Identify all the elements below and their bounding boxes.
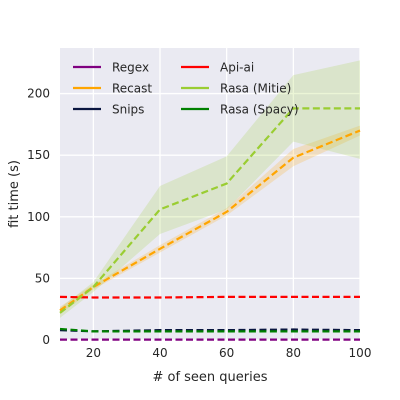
series-line-api-ai (59, 295, 360, 299)
legend-label: Snips (112, 103, 144, 117)
y-tick-label: 100 (27, 210, 50, 224)
legend-label: Api-ai (220, 61, 254, 75)
band-rasa-mitie (60, 60, 360, 318)
legend-item-rasa-spacy: Rasa (Spacy) (181, 103, 299, 117)
y-axis-ticks: 0 50 100 150 200 (27, 87, 50, 347)
legend-item-snips: Snips (73, 103, 144, 117)
y-tick-label: 200 (27, 87, 50, 101)
x-axis-ticks: 20 40 60 80 100 (86, 346, 372, 360)
band-recast (60, 125, 360, 315)
x-tick-label: 100 (349, 346, 372, 360)
legend-item-recast: Recast (73, 82, 152, 96)
y-tick-label: 50 (35, 271, 50, 285)
x-tick-label: 40 (152, 346, 167, 360)
series-line-rasa-mitie (59, 107, 360, 314)
plot-background (60, 48, 360, 340)
legend-label: Rasa (Spacy) (220, 103, 299, 117)
x-tick-label: 80 (286, 346, 301, 360)
legend-item-regex: Regex (73, 61, 149, 75)
legend-item-api-ai: Api-ai (181, 61, 254, 75)
y-tick-label: 0 (42, 333, 50, 347)
legend-label: Regex (112, 61, 149, 75)
legend-label: Rasa (Mitie) (220, 82, 291, 96)
series-line-rasa-spacy (59, 327, 360, 333)
x-tick-label: 20 (86, 346, 101, 360)
y-axis-label: fit time (s) (7, 160, 22, 228)
x-tick-label: 60 (219, 346, 234, 360)
legend-label: Recast (112, 82, 152, 96)
legend: Regex Recast Snips Api-ai Rasa (Mitie) Rasa (… (73, 61, 299, 117)
confidence-bands (60, 60, 360, 318)
x-axis-label: # of seen queries (152, 370, 267, 385)
y-tick-label: 150 (27, 148, 50, 162)
legend-item-rasa-mitie: Rasa (Mitie) (181, 82, 291, 96)
series-lines (59, 107, 361, 341)
